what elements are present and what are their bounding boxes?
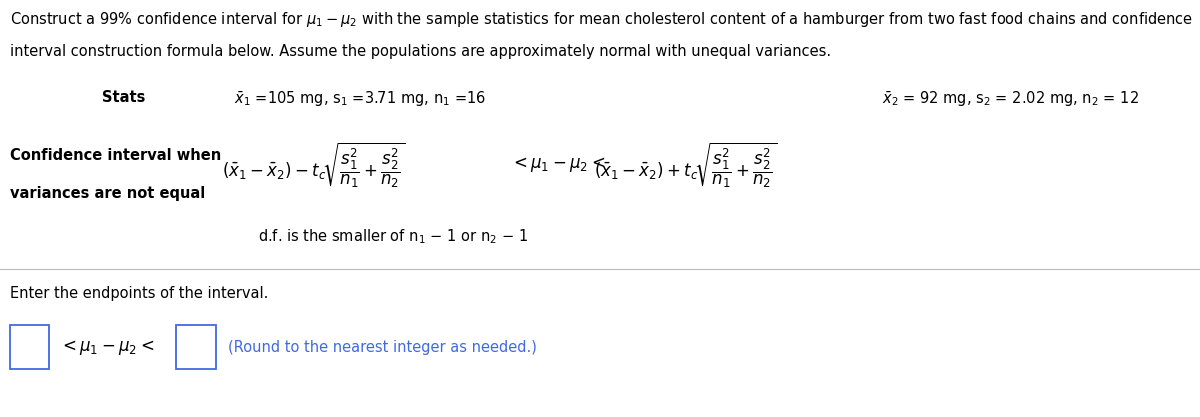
Text: $\bar{x}_2$ = 92 mg, s$_2$ = 2.02 mg, n$_2$ = 12: $\bar{x}_2$ = 92 mg, s$_2$ = 2.02 mg, n$… [882,90,1139,109]
Text: Enter the endpoints of the interval.: Enter the endpoints of the interval. [10,286,268,301]
Text: (Round to the nearest integer as needed.): (Round to the nearest integer as needed.… [228,340,536,354]
Text: $\left(\bar{x}_1-\bar{x}_2\right)+t_c\!\sqrt{\dfrac{s_1^2}{n_1}+\dfrac{s_2^2}{n_: $\left(\bar{x}_1-\bar{x}_2\right)+t_c\!\… [594,140,778,190]
Text: $<\mu_1-\mu_2<$: $<\mu_1-\mu_2<$ [59,338,154,357]
Text: $<\mu_1-\mu_2<$: $<\mu_1-\mu_2<$ [510,155,605,174]
Text: $\left(\bar{x}_1-\bar{x}_2\right)-t_c\!\sqrt{\dfrac{s_1^2}{n_1}+\dfrac{s_2^2}{n_: $\left(\bar{x}_1-\bar{x}_2\right)-t_c\!\… [222,140,406,190]
Text: Confidence interval when: Confidence interval when [10,148,221,163]
FancyBboxPatch shape [10,325,49,369]
Text: variances are not equal: variances are not equal [10,186,205,201]
Text: Stats: Stats [102,90,145,105]
Text: Construct a 99% confidence interval for $\mu_1 - \mu_2$ with the sample statisti: Construct a 99% confidence interval for … [10,10,1193,30]
Text: d.f. is the smaller of n$_1$ − 1 or n$_2$ − 1: d.f. is the smaller of n$_1$ − 1 or n$_2… [258,227,528,246]
Text: $\bar{x}_1$ =105 mg, s$_1$ =3.71 mg, n$_1$ =16: $\bar{x}_1$ =105 mg, s$_1$ =3.71 mg, n$_… [234,90,486,109]
Text: interval construction formula below. Assume the populations are approximately no: interval construction formula below. Ass… [10,44,830,59]
FancyBboxPatch shape [176,325,216,369]
